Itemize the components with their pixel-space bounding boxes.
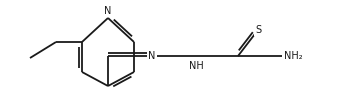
Text: NH: NH (189, 61, 203, 71)
Text: N: N (104, 6, 112, 16)
Text: NH₂: NH₂ (284, 51, 303, 61)
Text: N: N (148, 51, 156, 61)
Text: S: S (255, 25, 261, 35)
